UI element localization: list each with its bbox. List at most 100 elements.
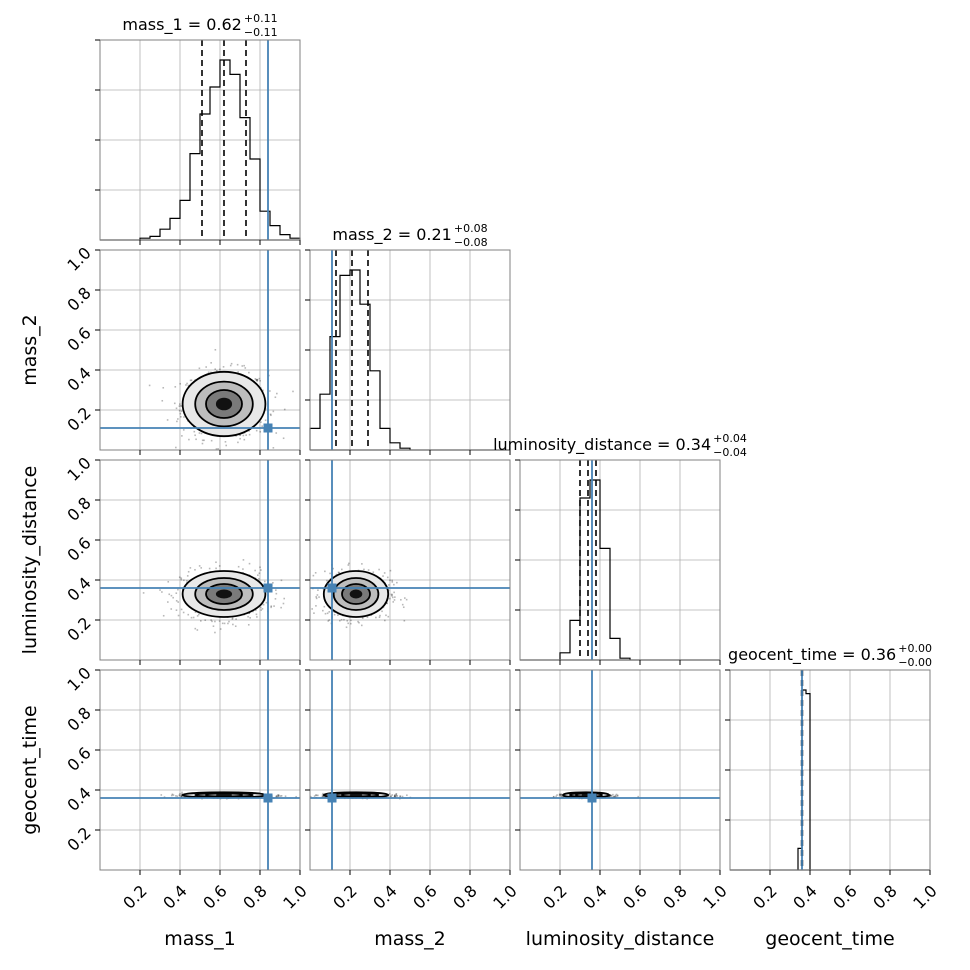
scatter-point [347,564,350,566]
x-tick-label: 0.4 [159,881,190,912]
scatter-point [190,379,193,382]
contour [332,577,380,611]
scatter-point [174,386,177,388]
scatter-point [242,434,245,437]
scatter-point [275,794,278,797]
scatter-point [295,795,297,798]
scatter-point [280,795,283,797]
scatter-point [247,615,249,618]
scatter-point [556,794,558,796]
title-plus: +0.00 [898,642,932,655]
scatter-point [182,611,185,614]
scatter-point [231,617,234,619]
scatter-point [200,432,203,435]
scatter-point [170,794,173,797]
scatter-point [255,379,258,381]
scatter-point [280,606,282,609]
contour [322,570,390,618]
scatter-point [198,432,201,434]
histogram-mass_2 [309,269,411,450]
scatter-point [555,795,557,798]
truth-marker [327,793,337,803]
scatter-point [406,794,408,797]
scatter-point [328,611,331,613]
scatter-point [217,448,219,450]
scatter-point [163,796,166,798]
y-tick-label: 0.4 [63,573,94,604]
scatter-point [399,795,401,798]
scatter-point [391,579,393,582]
histogram-luminosity_distance [559,479,631,660]
scatter-point [232,623,234,626]
y-tick-label: 0.6 [63,743,94,774]
scatter-point [313,612,315,614]
density-level [349,589,363,599]
scatter-point [200,567,203,569]
scatter-point [272,581,274,584]
scatter-point [228,620,230,623]
scatter-point [339,619,341,622]
scatter-point [179,405,182,407]
density-level [215,589,233,599]
scatter-point [256,378,259,381]
scatter-point [175,609,178,611]
scatter-point [315,605,317,607]
scatter-point [186,580,188,582]
scatter-point [215,448,218,450]
scatter-point [366,616,369,619]
title-mass_1: mass_1 = 0.62 [122,15,241,35]
panel-frame [519,669,721,871]
scatter-point [188,438,190,441]
density-level [215,397,233,411]
scatter-point [609,794,611,796]
scatter-point [255,429,258,432]
x-axis-label-luminosity_distance: luminosity_distance [526,928,715,950]
scatter-point [166,419,169,421]
scatter-point [215,561,217,564]
truth-marker [263,793,273,803]
contour [341,583,371,605]
truth-marker [263,423,273,433]
scatter-point [255,613,258,616]
scatter-point [608,796,611,798]
scatter-point [360,624,363,627]
scatter-point [393,591,395,594]
scatter-point [552,796,555,798]
scatter-point [315,794,317,796]
scatter-point [317,589,319,592]
scatter-point [168,593,171,596]
scatter-point [257,574,259,576]
scatter-point [180,795,183,798]
scatter-point [277,795,280,798]
scatter-point [237,441,239,444]
scatter-point [183,579,185,582]
scatter-point [378,616,381,619]
x-tick-label: 0.6 [409,881,440,912]
scatter-point [616,794,619,797]
scatter-point [273,605,275,607]
scatter-point [326,579,328,582]
scatter-point [211,620,213,623]
scatter-point [610,794,612,797]
scatter-point [613,796,616,798]
scatter-point [254,378,257,380]
scatter-point [332,567,334,570]
scatter-point [614,794,617,797]
scatter-point [560,794,562,797]
scatter-point [172,794,175,796]
scatter-point [194,627,197,630]
scatter-point [258,377,261,380]
scatter-point [311,608,313,610]
scatter-point [178,409,181,412]
scatter-point [389,597,391,600]
y-tick-label: 1.0 [63,243,94,274]
scatter-point [180,577,183,580]
scatter-point [256,379,259,381]
scatter-point [391,794,394,796]
scatter-point [279,795,282,797]
scatter-point [322,795,325,798]
scatter-point [269,413,272,416]
x-tick-label: 0.2 [329,881,360,912]
scatter-point [282,437,285,440]
scatter-point [161,399,164,402]
